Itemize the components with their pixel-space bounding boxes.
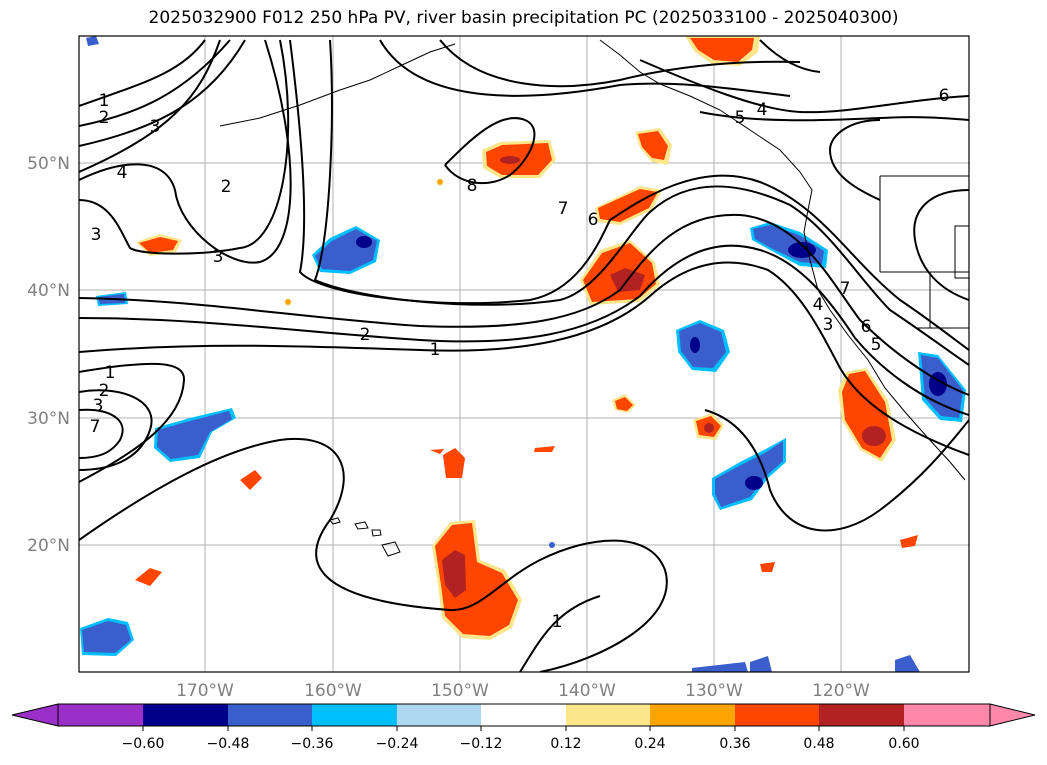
- contour-label: 3: [93, 396, 104, 416]
- precip-blob-small-2: [693, 413, 724, 440]
- precip-blob-central-pacific: [580, 240, 660, 305]
- precip-negative-anomalies: [80, 36, 966, 672]
- contour-label: 1: [552, 612, 563, 632]
- contour-label: 2: [360, 325, 371, 345]
- map-panel: [79, 36, 969, 672]
- coastlines: [219, 39, 969, 481]
- contour-label: 3: [213, 247, 224, 267]
- lon-label-120w: 120°W: [812, 681, 870, 701]
- lat-label-20: 20°N: [27, 536, 70, 556]
- contour-label: 6: [861, 317, 872, 337]
- precip-neg-blob-6: [712, 438, 786, 510]
- precip-blob-west-pacific: [136, 234, 182, 256]
- contour-label: 7: [840, 279, 851, 299]
- colorbar-tick: 0.36: [719, 736, 750, 752]
- colorbar-segment: [397, 704, 481, 726]
- colorbar-tick: −0.24: [376, 736, 419, 752]
- lat-label-30: 30°N: [27, 409, 70, 429]
- precip-blob-small-4: [240, 470, 262, 490]
- colorbar-segment: [650, 704, 735, 726]
- colorbar-tick: −0.36: [291, 736, 334, 752]
- hawaiian-islands: [329, 517, 401, 557]
- colorbar-tick: −0.12: [460, 736, 503, 752]
- contour-label: 2: [99, 381, 110, 401]
- contour-label: 7: [558, 199, 569, 219]
- contour-label: 1: [430, 340, 441, 360]
- colorbar: −0.60 −0.48 −0.36 −0.24 −0.12 0.12 0.24 …: [11, 703, 1036, 752]
- contour-label: 4: [117, 163, 128, 183]
- precip-blob-gulf-alaska: [685, 36, 760, 66]
- colorbar-tick: 0.48: [803, 736, 834, 752]
- lon-label-170w: 170°W: [176, 681, 234, 701]
- colorbar-segment: [819, 704, 904, 726]
- latitude-labels: 50°N 40°N 30°N 20°N: [27, 154, 70, 556]
- contour-label: 2: [221, 177, 232, 197]
- contour-label: 7: [90, 417, 101, 437]
- precip-blob-small-3: [443, 448, 465, 478]
- colorbar-segment: [228, 704, 312, 726]
- colorbar-tick: 0.24: [634, 736, 665, 752]
- precip-blob-baja: [838, 368, 896, 462]
- map-title: 2025032900 F012 250 hPa PV, river basin …: [148, 8, 899, 28]
- lon-label-130w: 130°W: [685, 681, 743, 701]
- contour-label: 1: [99, 91, 110, 111]
- contour-label: 3: [150, 117, 161, 137]
- colorbar-segment: [58, 704, 143, 726]
- precip-blob-offshore-wa: [595, 186, 662, 225]
- colorbar-tick: −0.60: [122, 736, 165, 752]
- lon-label-150w: 150°W: [431, 681, 489, 701]
- longitude-labels: 170°W 160°W 150°W 140°W 130°W 120°W: [176, 681, 870, 701]
- colorbar-segment: [312, 704, 397, 726]
- precip-positive-anomalies: [135, 36, 918, 640]
- colorbar-tick: 0.60: [888, 736, 919, 752]
- lon-label-160w: 160°W: [304, 681, 362, 701]
- colorbar-extend-high: [989, 703, 1036, 727]
- map-frame: [78, 35, 970, 673]
- colorbar-tick: 0.12: [550, 736, 581, 752]
- contour-label: 4: [813, 295, 824, 315]
- colorbar-segment: [735, 704, 819, 726]
- precip-neg-blob-7: [80, 618, 134, 656]
- contour-label: 4: [757, 100, 768, 120]
- contour-label: 6: [939, 86, 950, 106]
- contour-label: 5: [871, 335, 882, 355]
- precip-blob-bc-coast: [635, 128, 672, 165]
- contour-label: 3: [823, 315, 834, 335]
- colorbar-segment: [904, 704, 990, 726]
- precip-neg-blob-1: [312, 226, 380, 274]
- contour-label: 3: [91, 225, 102, 245]
- contour-label: 1: [105, 363, 116, 383]
- lat-label-50: 50°N: [27, 154, 70, 174]
- colorbar-segment: [143, 704, 228, 726]
- colorbar-segment: [481, 704, 566, 726]
- precip-neg-blob-3: [676, 320, 730, 372]
- contour-label: 5: [735, 108, 746, 128]
- precip-blob-small-6: [285, 179, 918, 572]
- precip-blob-small-1: [612, 394, 636, 413]
- contour-label: 8: [467, 176, 478, 196]
- contour-label: 6: [588, 210, 599, 230]
- lat-label-40: 40°N: [27, 281, 70, 301]
- pv-contours: [79, 39, 969, 672]
- precip-neg-blob-5: [154, 408, 236, 462]
- colorbar-tick: −0.48: [207, 736, 250, 752]
- colorbar-segment: [566, 704, 650, 726]
- colorbar-extend-low: [11, 703, 59, 727]
- contour-label: 2: [99, 108, 110, 128]
- colorbar-outline: [57, 703, 991, 727]
- precip-blob-north-pacific: [482, 140, 556, 178]
- lon-label-140w: 140°W: [558, 681, 616, 701]
- precip-blob-small-5: [135, 568, 162, 586]
- pv-contour-labels: 1 2 3 4 3 2 3 8 7 6 2 1 1 2 3 7 1 6 5 4 …: [90, 86, 950, 632]
- precip-neg-blob-4: [918, 352, 966, 422]
- precip-neg-blob-8: [86, 36, 920, 672]
